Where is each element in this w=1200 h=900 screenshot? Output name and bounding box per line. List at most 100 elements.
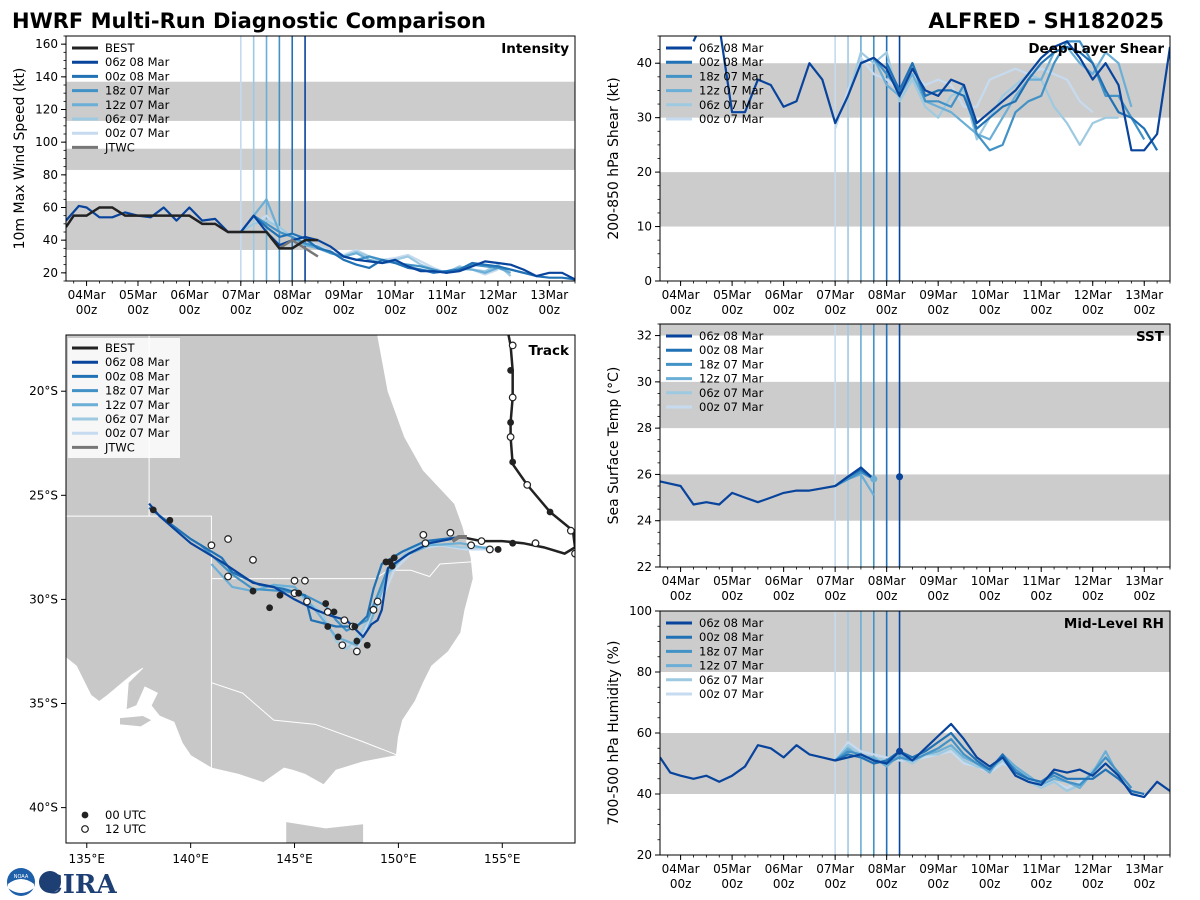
track-marker-00z-16	[295, 589, 303, 597]
rh-xtick-label-hour-0: 00z	[670, 877, 692, 891]
intensity-title: Intensity	[501, 41, 569, 57]
rh-ytick-label-4: 100	[629, 604, 652, 618]
sst-xtick-label-hour-2: 00z	[773, 589, 795, 603]
shear-ylabel: 200-850 hPa Shear (kt)	[606, 77, 622, 239]
track-best-line	[460, 335, 575, 555]
intensity-xtick-label-date-1: 05Mar	[119, 288, 157, 302]
shear-legend-label-1: 00z 08 Mar	[699, 55, 764, 69]
cira-logo-text: CIRA	[42, 870, 117, 900]
sst-band-0	[660, 474, 1170, 521]
noaa-logo: NOAA	[7, 868, 35, 896]
shear-ytick-label-2: 20	[637, 165, 652, 179]
track-legend-box	[68, 338, 180, 458]
sst-xtick-label-date-4: 08Mar	[868, 574, 906, 588]
track-marker-12z-24	[566, 526, 575, 535]
rh-legend-label-3: 12z 07 Mar	[699, 659, 764, 673]
shear-band-0	[660, 172, 1170, 227]
track-legend-label-5: 06z 07 Mar	[105, 412, 170, 426]
sst-frame	[659, 323, 1171, 568]
track-marker-12z-27	[477, 537, 486, 546]
track-marker-12z-7	[303, 597, 311, 606]
rh-xtick-label-date-2: 06Mar	[765, 862, 803, 876]
intensity-legend-label-7: JTWC	[104, 140, 135, 154]
shear-xtick-label-date-4: 08Mar	[868, 288, 906, 302]
rh-xtick-label-date-9: 13Mar	[1125, 862, 1163, 876]
rh-xtick-label-hour-7: 00z	[1030, 877, 1052, 891]
shear-xtick-label-hour-1: 00z	[721, 303, 743, 317]
track-title: Track	[529, 343, 570, 359]
track-marker-12z-11	[249, 555, 257, 564]
sst-xtick-label-date-7: 11Mar	[1022, 574, 1060, 588]
track-ytick-label-3: 35°S	[29, 697, 58, 711]
sst-panel: 22242628303204Mar00z05Mar00z06Mar00z07Ma…	[606, 323, 1171, 603]
sst-ytick-label-1: 24	[637, 514, 652, 528]
track-legend-12z-label: 12 UTC	[105, 822, 146, 836]
cira-logo: CIRA	[39, 870, 117, 900]
sst-xtick-label-hour-5: 00z	[927, 589, 949, 603]
shear-xtick-label-date-5: 09Mar	[919, 288, 957, 302]
rh-xtick-label-date-0: 04Mar	[662, 862, 700, 876]
state-border-3	[211, 682, 399, 757]
rh-band-1	[660, 611, 1170, 672]
sst-marker-0	[870, 475, 878, 483]
rh-legend-label-5: 00z 07 Mar	[699, 687, 764, 701]
shear-title: Deep-Layer Shear	[1028, 41, 1164, 57]
track-marker-00z-2	[390, 554, 398, 562]
shear-xtick-label-hour-5: 00z	[927, 303, 949, 317]
track-marker-12z-19	[485, 545, 494, 554]
tasmania	[286, 822, 364, 843]
track-legend-label-3: 18z 07 Mar	[105, 384, 170, 398]
track-marker-12z-14	[207, 541, 216, 550]
track-marker-12z-26	[531, 539, 540, 548]
track-marker-00z-22	[494, 546, 502, 553]
shear-xtick-label-hour-0: 00z	[670, 303, 692, 317]
track-marker-12z-25	[571, 549, 575, 558]
rh-xtick-label-hour-6: 00z	[979, 877, 1001, 891]
rh-xtick-label-date-5: 09Mar	[919, 862, 957, 876]
intensity-series-line-1	[239, 214, 575, 281]
intensity-ytick-label-1: 40	[43, 233, 58, 247]
intensity-xtick-label-date-4: 08Mar	[273, 288, 311, 302]
intensity-legend-label-5: 06z 07 Mar	[105, 112, 170, 126]
sst-xtick-label-date-2: 06Mar	[765, 574, 803, 588]
intensity-xtick-label-hour-8: 00z	[487, 303, 509, 317]
track-marker-00z-3	[388, 562, 396, 570]
sst-legend-label-2: 18z 07 Mar	[699, 357, 764, 371]
track-marker-00z-17	[507, 366, 514, 374]
intensity-legend-label-4: 12z 07 Mar	[105, 98, 170, 112]
kangaroo-island	[120, 716, 152, 727]
intensity-ytick-label-6: 140	[35, 70, 58, 84]
intensity-panel: 2040608010012014016004Mar00z05Mar00z06Ma…	[12, 35, 576, 317]
sst-xtick-label-date-8: 12Mar	[1074, 574, 1112, 588]
intensity-band-2	[66, 81, 575, 121]
track-ytick-label-0: 20°S	[29, 384, 58, 398]
sst-ytick-label-5: 32	[637, 329, 652, 343]
rh-legend-label-0: 06z 08 Mar	[699, 616, 764, 630]
track-marker-12z-9	[301, 576, 309, 585]
rh-xtick-label-date-1: 05Mar	[713, 862, 751, 876]
sst-xtick-label-hour-9: 00z	[1133, 589, 1155, 603]
sst-marker-1	[896, 473, 904, 481]
sst-band-2	[660, 324, 1170, 336]
sst-ytick-label-0: 22	[637, 560, 652, 574]
intensity-xtick-label-hour-6: 00z	[384, 303, 406, 317]
figure-title-right: ALFRED - SH182025	[928, 9, 1164, 33]
intensity-legend-label-2: 00z 08 Mar	[105, 69, 170, 83]
sst-ytick-label-2: 26	[637, 467, 652, 481]
track-legend-label-1: 06z 08 Mar	[105, 355, 170, 369]
rh-xtick-label-hour-3: 00z	[824, 877, 846, 891]
sst-legend-label-4: 06z 07 Mar	[699, 386, 764, 400]
rh-xtick-label-date-6: 10Mar	[971, 862, 1009, 876]
track-marker-12z-16	[352, 647, 361, 656]
track-marker-00z-7	[324, 623, 332, 630]
shear-xtick-label-hour-2: 00z	[773, 303, 795, 317]
track-xtick-label-1: 140°E	[172, 852, 209, 866]
sst-xtick-label-hour-1: 00z	[721, 589, 743, 603]
shear-xtick-label-hour-4: 00z	[876, 303, 898, 317]
rh-legend-label-4: 06z 07 Mar	[699, 673, 764, 687]
rh-title: Mid-Level RH	[1064, 616, 1164, 632]
sst-xtick-label-hour-7: 00z	[1030, 589, 1052, 603]
track-marker-12z-6	[323, 608, 332, 616]
rh-marker-0	[896, 747, 904, 755]
track-marker-12z-18	[467, 541, 476, 550]
